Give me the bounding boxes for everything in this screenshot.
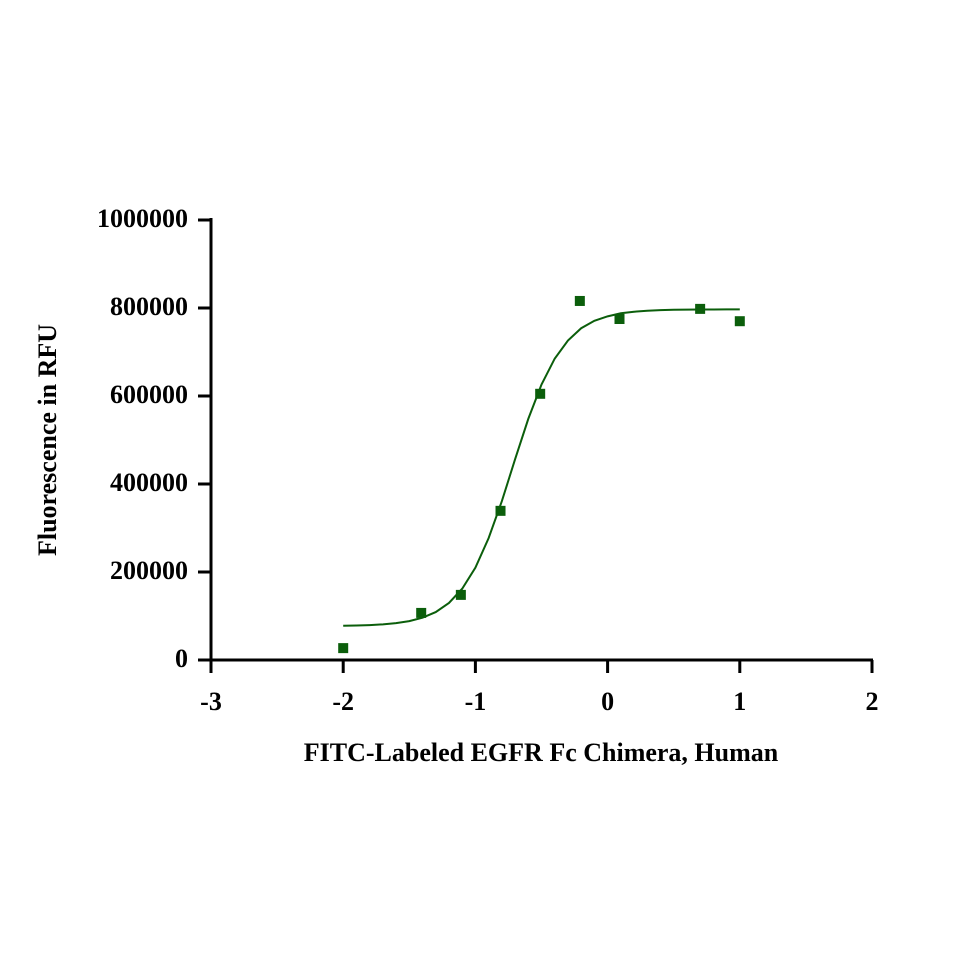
fit-curve <box>343 308 740 627</box>
y-tick-label: 800000 <box>110 292 188 321</box>
x-axis-label: FITC-Labeled EGFR Fc Chimera, Human <box>304 738 779 767</box>
x-tick-label: 1 <box>733 687 746 716</box>
data-point <box>338 643 349 654</box>
y-tick-label: 1000000 <box>97 204 188 233</box>
data-point <box>574 295 585 306</box>
y-tick-label: 400000 <box>110 468 188 497</box>
y-tick-label: 200000 <box>110 556 188 585</box>
x-tick-label: -1 <box>465 687 487 716</box>
x-tick-label: -2 <box>332 687 354 716</box>
data-point <box>416 607 427 618</box>
data-point <box>495 505 506 516</box>
data-point <box>734 316 745 327</box>
data-point <box>614 314 625 324</box>
y-tick-label: 0 <box>175 644 188 673</box>
x-tick-label: 2 <box>866 687 879 716</box>
x-tick-label: -3 <box>200 687 222 716</box>
data-point <box>535 388 546 399</box>
y-axis-label: Fluorescence in RFU <box>33 324 62 556</box>
data-point <box>455 589 466 600</box>
y-tick-label: 600000 <box>110 380 188 409</box>
x-tick-label: 0 <box>601 687 614 716</box>
